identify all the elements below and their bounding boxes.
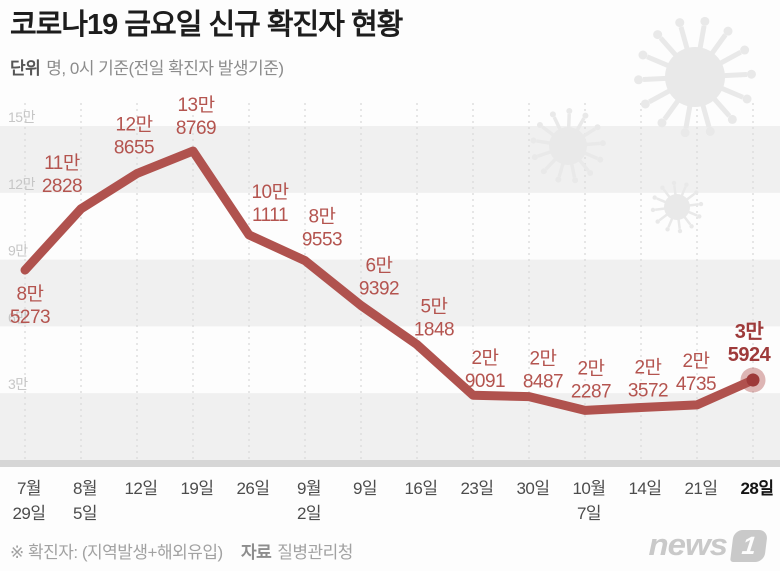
data-point-marker — [746, 373, 760, 387]
x-tick-label: 16일 — [404, 479, 437, 498]
value-label: 13만 — [177, 94, 214, 116]
news1-logo-badge: 1 — [730, 530, 768, 562]
value-label: 4735 — [676, 374, 716, 395]
chart-subtitle: 단위 명, 0시 기준(전일 확진자 발생기준) — [10, 54, 402, 79]
value-label: 8만 — [308, 206, 335, 228]
value-label: 2만 — [577, 357, 604, 379]
value-label: 5273 — [10, 307, 50, 328]
value-label: 9091 — [465, 371, 505, 392]
value-label: 8만 — [16, 283, 43, 305]
value-label: 2만 — [682, 350, 709, 372]
x-tick-label: 29일 — [12, 504, 45, 523]
page-title: 코로나19 금요일 신규 확진자 현황 — [10, 9, 403, 41]
x-tick-label: 5일 — [73, 504, 97, 523]
value-label: 6만 — [365, 254, 392, 276]
value-label: 8655 — [114, 138, 154, 159]
value-label: 1848 — [414, 320, 454, 341]
grid-band — [0, 259, 780, 327]
value-label: 8487 — [523, 372, 563, 393]
value-label: 11만 — [44, 152, 80, 174]
data-line — [20, 146, 758, 415]
chart-header: 코로나19 금요일 신규 확진자 현황 단위 명, 0시 기준(전일 확진자 발생… — [10, 6, 403, 79]
value-label: 3만 — [735, 320, 765, 343]
source-label: 자료 — [240, 543, 272, 562]
y-tick-label: 9만 — [8, 243, 28, 259]
x-tick-label: 2일 — [297, 504, 321, 523]
x-tick-label: 9월 — [297, 479, 321, 498]
virus-icon — [650, 180, 704, 234]
confirmed-note: ※ 확진자: (지역발생+해외유입) — [10, 543, 223, 562]
x-tick-label: 21일 — [684, 479, 717, 498]
x-tick-label: 14일 — [628, 479, 661, 498]
value-label: 3572 — [628, 381, 668, 402]
x-tick-label: 23일 — [460, 479, 493, 498]
x-tick-label: 12일 — [124, 479, 157, 498]
virus-icon — [634, 16, 756, 138]
value-label: 9553 — [302, 230, 342, 251]
x-axis-bar — [0, 460, 780, 467]
x-tick-label: 28일 — [740, 479, 773, 498]
value-label: 2만 — [634, 357, 661, 379]
x-tick-label: 10월 — [572, 479, 605, 498]
x-tick-label: 7일 — [577, 504, 601, 523]
x-tick-label: 9일 — [353, 479, 377, 498]
news1-logo: news 1 — [648, 526, 768, 564]
y-tick-label: 3만 — [8, 376, 28, 392]
value-label: 12만 — [115, 114, 152, 136]
y-tick-label: 12만 — [8, 176, 36, 192]
value-label: 8769 — [176, 118, 216, 139]
virus-icon — [530, 108, 606, 184]
source-name: 질병관리청 — [277, 543, 353, 562]
value-label: 5만 — [420, 296, 447, 318]
value-label: 2만 — [529, 348, 556, 370]
chart-footnote: ※ 확진자: (지역발생+해외유입) 자료 질병관리청 — [10, 538, 353, 563]
news1-logo-text: news — [648, 527, 728, 562]
value-label: 2828 — [42, 176, 82, 197]
y-tick-label: 6만 — [8, 309, 28, 325]
value-label: 9392 — [359, 278, 399, 299]
x-tick-label: 26일 — [236, 479, 269, 498]
x-tick-label: 19일 — [180, 479, 213, 498]
value-label: 1111 — [252, 205, 288, 226]
value-label: 2만 — [471, 347, 498, 369]
value-label: 2287 — [571, 381, 611, 402]
x-tick-label: 8월 — [73, 479, 97, 498]
value-label: 10만 — [251, 181, 288, 203]
unit-description: 명, 0시 기준(전일 확진자 발생기준) — [46, 59, 284, 79]
x-tick-label: 7월 — [17, 479, 41, 498]
x-tick-label: 30일 — [516, 479, 549, 498]
unit-label: 단위 — [10, 59, 41, 79]
value-label: 5924 — [728, 344, 772, 366]
y-tick-label: 15만 — [8, 109, 36, 125]
